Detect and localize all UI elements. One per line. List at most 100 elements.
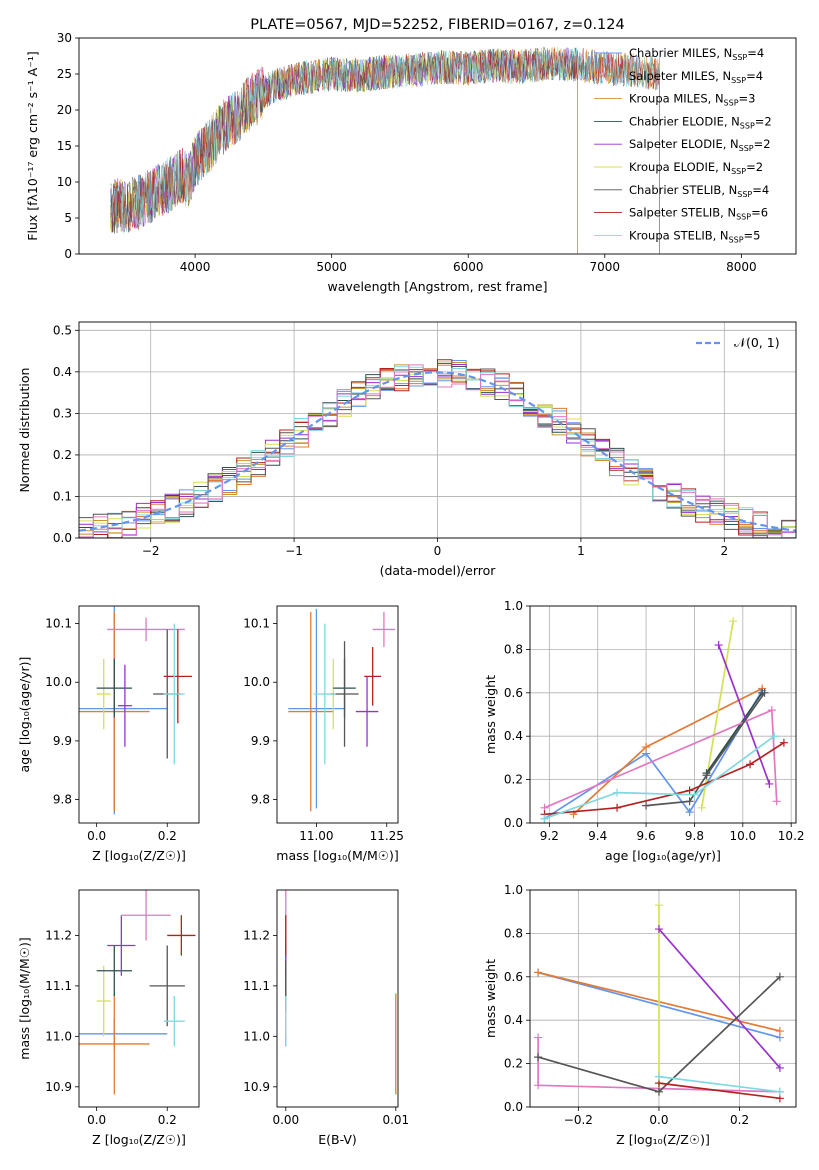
legend-label-sub: SSP	[731, 167, 746, 176]
x-axis-label: wavelength [Angstrom, rest frame]	[327, 279, 547, 294]
chart-mass-weight-vs-age: 9.2 9.4 9.6 9.8 10.0 10.2 0.0 0.2 0.4 0.6 0.8 1.0 ag…	[483, 599, 805, 863]
y-tick-label: 10.9	[45, 1080, 72, 1094]
x-tick-label: 0.2	[730, 1113, 749, 1127]
plot-area	[79, 890, 196, 1095]
plot-area	[288, 608, 396, 812]
legend-label-reference: 𝒩(0, 1)	[734, 335, 780, 350]
y-tick-label: 11.2	[45, 928, 72, 942]
legend-label-suffix: =2	[754, 137, 771, 151]
legend-label-text: Salpeter MILES, N	[629, 69, 731, 83]
legend-label-text: Kroupa STELIB, N	[629, 228, 729, 242]
weight-marker-8-3	[770, 732, 779, 741]
x-tick-label: 9.6	[637, 829, 656, 843]
legend-label-3: Chabrier ELODIE, NSSP=2	[629, 114, 772, 130]
y-tick-label: 10.0	[243, 675, 270, 689]
legend-label-suffix: =4	[747, 46, 764, 60]
chart-spectrum: 4000 5000 6000 7000 8000 0 5 10 15 20 25 30 waveleng…	[25, 17, 797, 294]
y-tick-label: 0.4	[504, 729, 523, 743]
weight-marker-4-0	[534, 1033, 543, 1042]
weight-marker-0-2	[685, 808, 694, 817]
histogram-7	[79, 359, 796, 538]
histogram-9	[79, 364, 796, 538]
y-tick-label: 9.8	[53, 793, 72, 807]
weight-marker-5-2	[772, 797, 781, 806]
legend-label-text: Kroupa ELODIE, N	[629, 160, 731, 174]
weight-marker-8-2	[690, 790, 699, 799]
legend-label-sub: SSP	[737, 190, 752, 199]
y-tick-label: 0.0	[53, 531, 72, 545]
y-tick-label: 11.1	[243, 979, 270, 993]
y-tick-label: 0.6	[504, 970, 523, 984]
y-tick-label: 0.3	[53, 406, 72, 420]
legend-label-text: Kroupa MILES, N	[629, 92, 724, 106]
x-tick-label: 5000	[316, 260, 347, 274]
x-tick-label: 0.2	[158, 1113, 177, 1127]
x-tick-label: 11.25	[370, 829, 404, 843]
weight-marker-2-1	[729, 617, 738, 626]
y-tick-label: 0.2	[53, 448, 72, 462]
weight-marker-7-1	[775, 1087, 784, 1096]
y-tick-label: 10.1	[243, 617, 270, 631]
legend-label-sub: SSP	[732, 53, 747, 62]
weight-marker-5-0	[534, 1053, 543, 1062]
legend-label-sub: SSP	[736, 213, 751, 222]
y-axis-label: age [log₁₀(age/yr)]	[17, 657, 32, 773]
x-tick-label: −0.2	[564, 1113, 593, 1127]
y-tick-label: 1.0	[504, 599, 523, 613]
weight-marker-2-0	[697, 803, 706, 812]
y-tick-label: 0.0	[504, 816, 523, 830]
x-axis-label: Z [log₁₀(Z/Z☉)]	[92, 1132, 186, 1147]
x-tick-label: 6000	[453, 260, 484, 274]
weight-line-6	[646, 692, 766, 807]
y-tick-label: 10.0	[45, 675, 72, 689]
chart-title: PLATE=0567, MJD=52252, FIBERID=0167, z=0…	[250, 17, 624, 33]
plot-area	[79, 359, 796, 538]
legend-label-sub: SSP	[724, 99, 739, 108]
spectrum-line-3	[110, 46, 578, 254]
legend-label-text: Chabrier STELIB, N	[629, 183, 737, 197]
y-tick-label: 0.2	[504, 1057, 523, 1071]
y-tick-label: 9.8	[251, 793, 270, 807]
x-tick-label: −2	[142, 544, 160, 558]
x-tick-label: 11.00	[299, 829, 333, 843]
weight-marker-8-1	[613, 788, 622, 797]
y-tick-label: 11.0	[45, 1029, 72, 1043]
axes-frame	[276, 889, 399, 1108]
x-tick-label: 0.00	[272, 1113, 299, 1127]
legend-label-1: Salpeter MILES, NSSP=4	[629, 69, 763, 85]
plot-area	[285, 890, 397, 1095]
x-tick-label: −1	[285, 544, 303, 558]
y-axis-label: mass weight	[483, 675, 498, 754]
plot-area	[79, 606, 192, 815]
x-axis-label: (data-model)/error	[380, 563, 497, 578]
x-tick-label: 7000	[590, 260, 621, 274]
y-axis-label: Flux [fλ10⁻¹⁷ erg cm⁻² s⁻¹ A⁻¹]	[25, 51, 40, 240]
x-axis-label: mass [log₁₀(M/M☉)]	[276, 848, 398, 863]
legend-label-text: Chabrier MILES, N	[629, 46, 732, 60]
legend-label-4: Salpeter ELODIE, NSSP=2	[629, 137, 771, 153]
legend-label-sub: SSP	[740, 121, 755, 130]
x-tick-label: 0.2	[158, 829, 177, 843]
x-tick-label: 4000	[180, 260, 211, 274]
y-tick-label: 10.9	[243, 1080, 270, 1094]
weight-line-8	[544, 735, 775, 820]
x-axis-label: E(B-V)	[318, 1132, 357, 1147]
weight-marker-5-1	[654, 1087, 663, 1096]
axes-frame	[529, 889, 797, 1108]
weight-marker-4-0	[714, 641, 723, 650]
weight-line-3	[658, 928, 781, 1069]
legend-label-suffix: =2	[755, 114, 772, 128]
axes-frame	[276, 605, 399, 824]
x-tick-label: 2	[720, 544, 728, 558]
legend-label-suffix: =6	[751, 206, 768, 220]
y-tick-label: 0.4	[53, 365, 72, 379]
chart-mass-vs-EBV: 0.00 0.01 10.9 11.0 11.1 11.2 E(B-V)	[243, 889, 409, 1147]
chart-mass-weight-vs-Z: −0.2 0.0 0.2 0.0 0.2 0.4 0.6 0.8 1.0 Z [log₁₀(Z/Z…	[483, 883, 797, 1147]
weight-marker-8-0	[540, 814, 549, 823]
weight-marker-2-1	[654, 901, 663, 910]
x-axis-label: Z [log₁₀(Z/Z☉)]	[92, 848, 186, 863]
legend-label-suffix: =5	[744, 228, 761, 242]
legend-label-suffix: =4	[752, 183, 769, 197]
weight-marker-6-0	[642, 801, 651, 810]
